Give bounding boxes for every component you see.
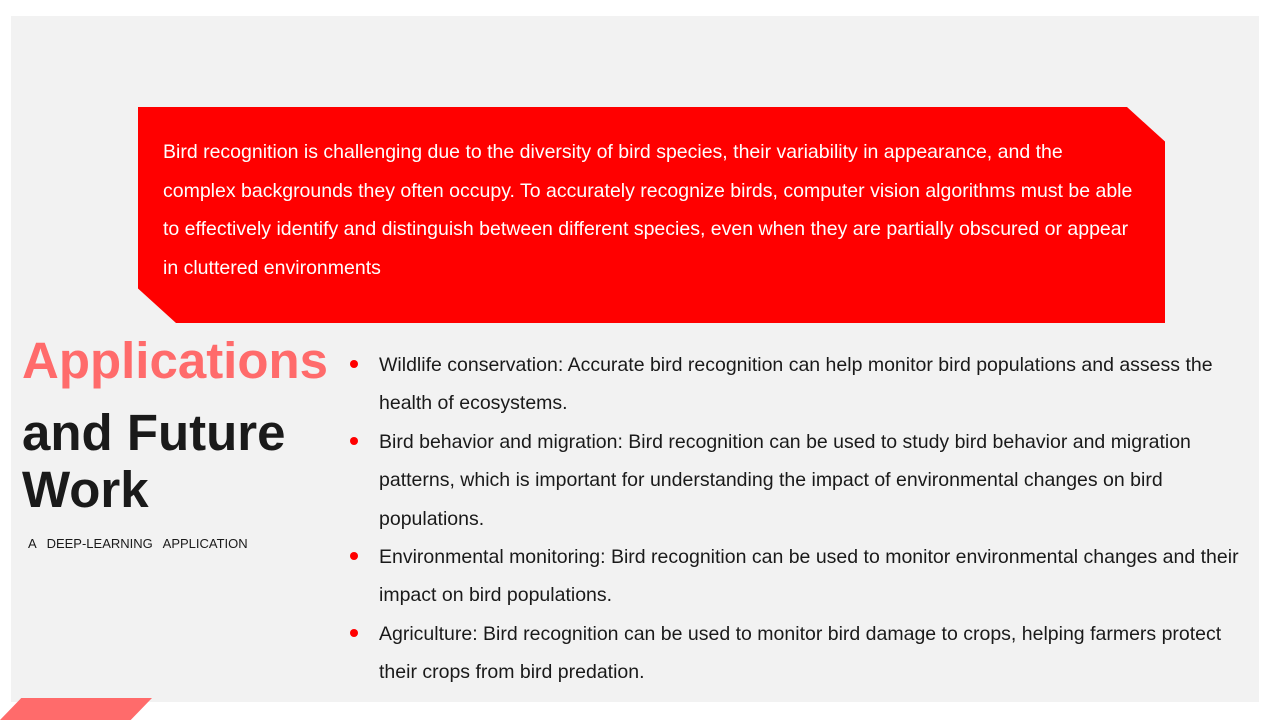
list-item-text: Bird behavior and migration: Bird recogn… [379,430,1191,530]
applications-list: Wildlife conservation: Accurate bird rec… [350,346,1240,692]
intro-text: Bird recognition is challenging due to t… [163,141,1133,279]
list-item: Wildlife conservation: Accurate bird rec… [350,346,1240,423]
list-item-text: Wildlife conservation: Accurate bird rec… [379,354,1213,415]
bullet-dot-icon [350,436,358,445]
list-item: Bird behavior and migration: Bird recogn… [350,423,1240,538]
bullet-dot-icon [350,628,358,637]
list-item-text: Environmental monitoring: Bird recogniti… [379,546,1239,607]
corner-accent-shape [0,698,152,720]
list-item-text: Agriculture: Bird recognition can be use… [379,622,1222,684]
list-item: Environmental monitoring: Bird recogniti… [350,538,1240,615]
title-future-work: and Future Work [22,404,286,518]
list-item: Agriculture: Bird recognition can be use… [350,615,1240,692]
bullet-dot-icon [350,552,358,561]
intro-callout-box [138,107,1165,323]
title-applications: Applications [22,332,329,389]
bullet-dot-icon [350,360,358,368]
subtitle: A DEEP-LEARNING APPLICATION [28,536,248,551]
